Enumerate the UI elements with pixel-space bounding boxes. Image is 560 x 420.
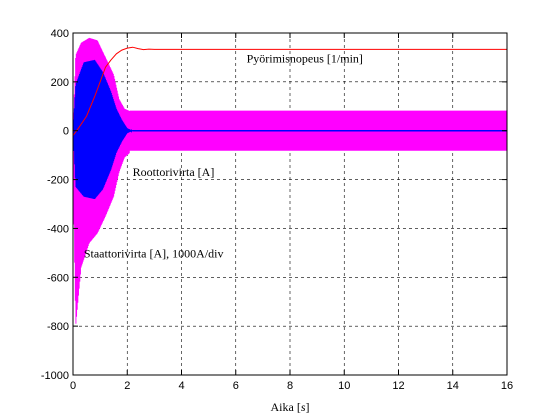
x-tick-label: 16: [501, 380, 513, 392]
x-tick-label: 6: [233, 380, 239, 392]
stator-current-annotation: Staattorivirta [A], 1000A/div: [84, 247, 224, 261]
y-tick-label: -1000: [41, 370, 69, 382]
axis-ticks: 0 2 4 6 8 10 12 14 16 400 200 0 -200 -400 -600 -800 -100…: [41, 28, 513, 392]
y-tick-label: 400: [51, 28, 69, 40]
x-axis-label-prefix: Aika [: [271, 400, 301, 414]
x-tick-label: 4: [178, 380, 184, 392]
x-tick-label: 0: [70, 380, 76, 392]
rotor-current-annotation: Roottorivirta [A]: [133, 165, 215, 179]
plot-series: [72, 37, 508, 324]
x-tick-label: 10: [338, 380, 350, 392]
x-axis-label-suffix: ]: [306, 400, 310, 414]
x-tick-label: 14: [447, 380, 459, 392]
speed-annotation: Pyörimisnopeus [1/min]: [247, 51, 363, 65]
speed-series: [72, 46, 507, 136]
x-axis-label: Aika [s]: [271, 400, 310, 414]
x-tick-label: 8: [287, 380, 293, 392]
y-tick-label: -200: [47, 175, 69, 187]
y-tick-label: 200: [51, 77, 69, 89]
y-tick-label: -600: [47, 272, 69, 284]
x-axis-label-unit: s: [301, 400, 306, 414]
y-tick-label: -800: [47, 321, 69, 333]
y-tick-label: -400: [47, 223, 69, 235]
x-tick-label: 12: [392, 380, 404, 392]
y-tick-label: 0: [63, 126, 69, 138]
annotations: Pyörimisnopeus [1/min] Roottorivirta [A] S…: [84, 51, 363, 260]
x-tick-label: 2: [124, 380, 130, 392]
